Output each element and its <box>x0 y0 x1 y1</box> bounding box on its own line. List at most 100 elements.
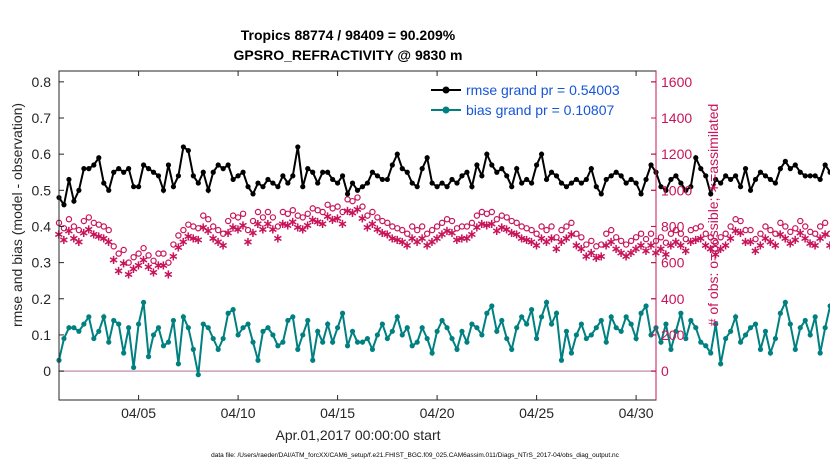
bias-point <box>140 299 147 305</box>
obs-possible-point <box>105 226 112 234</box>
obs-assimilated-point: ∗ <box>745 235 756 250</box>
rmse-point <box>658 184 664 190</box>
bias-point <box>359 339 366 345</box>
bias-point <box>145 354 152 360</box>
obs-assimilated-point: ∗ <box>442 224 453 239</box>
bias-point <box>767 350 774 356</box>
rmse-point <box>394 151 400 157</box>
rmse-point <box>752 176 759 183</box>
obs-assimilated-point: ∗ <box>551 242 562 257</box>
right-tick-label: 400 <box>661 291 685 307</box>
obs-possible-point <box>727 223 734 230</box>
rmse-point <box>260 184 266 190</box>
rmse-point <box>205 187 211 193</box>
rmse-point <box>762 173 769 179</box>
obs-assimilated-point: ∗ <box>576 242 587 257</box>
bias-point <box>364 335 371 342</box>
rmse-point <box>698 166 704 172</box>
bias-point <box>349 328 356 334</box>
bias-point <box>315 328 321 334</box>
bias-series <box>56 298 830 378</box>
obs-possible-point <box>364 212 371 219</box>
obs-assimilated-point: ∗ <box>203 224 214 239</box>
bias-point <box>280 339 286 345</box>
rmse-point <box>131 184 137 190</box>
rmse-point <box>374 173 380 179</box>
bias-point <box>807 332 813 338</box>
obs-assimilated-point: ∗ <box>362 220 373 235</box>
rmse-point <box>479 173 485 179</box>
obs-possible-point <box>205 216 212 223</box>
obs-assimilated-point: ∗ <box>690 233 701 248</box>
obs-assimilated-point: ∗ <box>501 222 512 237</box>
left-tick-label: 0.7 <box>32 110 52 126</box>
bias-point <box>215 346 221 352</box>
obs-possible-point <box>289 206 297 214</box>
obs-possible-point <box>632 234 640 241</box>
obs-possible-point <box>682 235 690 243</box>
bias-point <box>190 346 196 352</box>
obs-possible-point <box>826 230 830 237</box>
obs-possible-point <box>657 234 665 241</box>
bias-point <box>225 310 231 316</box>
obs-possible-point <box>503 214 510 221</box>
bias-point <box>613 325 619 331</box>
rmse-point <box>578 180 584 186</box>
bias-point <box>504 335 510 342</box>
rmse-point <box>563 184 570 190</box>
obs-assimilated-point: ∗ <box>427 235 438 250</box>
obs-assimilated-point: ∗ <box>432 231 443 246</box>
bias-point <box>439 317 445 324</box>
obs-assimilated-point: ∗ <box>626 246 637 261</box>
obs-possible-point <box>274 223 282 230</box>
bias-point <box>762 328 769 334</box>
obs-possible-point <box>100 223 107 230</box>
obs-assimilated-point: ∗ <box>825 239 830 254</box>
rmse-point <box>265 176 271 183</box>
rmse-point <box>399 166 405 172</box>
obs-possible-point <box>797 217 804 225</box>
rmse-point <box>767 176 774 183</box>
obs-assimilated-point: ∗ <box>153 258 164 273</box>
obs-possible-point <box>418 223 426 230</box>
bias-point <box>583 335 589 342</box>
bias-point <box>121 350 127 356</box>
rmse-point <box>96 155 102 161</box>
bias-point <box>419 325 425 331</box>
bias-point <box>812 314 818 320</box>
bias-point <box>568 350 575 356</box>
plot-background <box>59 71 656 400</box>
rmse-point <box>240 169 246 175</box>
obs-possible-point <box>802 223 809 230</box>
bias-point <box>429 350 435 356</box>
bias-point <box>180 314 186 320</box>
bias-point <box>409 343 415 349</box>
obs-assimilated-point: ∗ <box>660 248 671 263</box>
bias-point <box>737 339 744 345</box>
obs-possible-point <box>543 226 550 234</box>
obs-possible-point <box>613 234 620 241</box>
rmse-point <box>469 184 475 190</box>
right-tick-label: 1000 <box>661 182 692 198</box>
obs-possible-point <box>787 228 794 236</box>
obs-assimilated-point: ∗ <box>466 228 477 243</box>
rmse-point <box>598 191 604 197</box>
obs-possible-point <box>165 259 172 266</box>
obs-assimilated-point: ∗ <box>765 235 776 250</box>
rmse-point <box>703 173 709 179</box>
obs-possible-point <box>65 216 73 223</box>
obs-possible-point <box>821 219 829 227</box>
obs-possible-point <box>573 230 580 237</box>
rmse-point <box>210 169 216 175</box>
obs-assimilated-point: ∗ <box>422 239 433 254</box>
obs-possible-point <box>60 225 68 232</box>
obs-assimilated-point: ∗ <box>113 264 124 279</box>
obs-assimilated-point: ∗ <box>412 235 423 250</box>
obs-assimilated-point: ∗ <box>392 233 403 248</box>
bias-point <box>638 310 644 316</box>
rmse-point <box>71 198 77 204</box>
bias-point <box>519 314 525 320</box>
bias-point <box>230 307 236 313</box>
y-axis-left-label: rmse and bias (model - observation) <box>9 103 25 327</box>
